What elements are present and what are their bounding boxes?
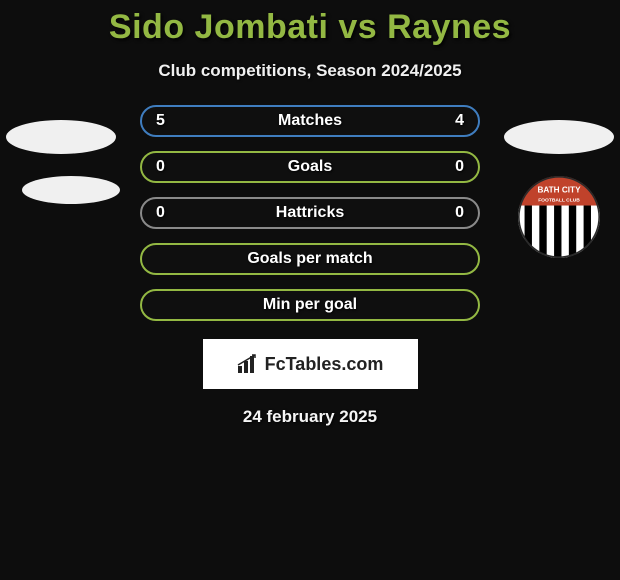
stat-label: Min per goal xyxy=(263,296,357,314)
stat-right-value: 0 xyxy=(444,158,464,176)
brand-badge[interactable]: FcTables.com xyxy=(203,339,418,389)
comparison-table: 5 Matches 4 0 Goals 0 0 Hattricks 0 Goals per mat… xyxy=(0,105,620,321)
stat-row-hattricks: 0 Hattricks 0 xyxy=(140,197,480,229)
stat-row-goals: 0 Goals 0 xyxy=(140,151,480,183)
stat-right-value: 0 xyxy=(444,204,464,222)
stat-label: Goals per match xyxy=(247,250,372,268)
subtitle: Club competitions, Season 2024/2025 xyxy=(0,61,620,81)
stat-left-value: 5 xyxy=(156,112,176,130)
stat-left-value: 0 xyxy=(156,204,176,222)
stat-row-matches: 5 Matches 4 xyxy=(140,105,480,137)
stat-label: Hattricks xyxy=(276,204,344,222)
stat-label: Goals xyxy=(288,158,332,176)
stat-right-value: 4 xyxy=(444,112,464,130)
brand-text: FcTables.com xyxy=(265,354,384,375)
page-title: Sido Jombati vs Raynes xyxy=(0,0,620,47)
stat-row-min-per-goal: Min per goal xyxy=(140,289,480,321)
stat-label: Matches xyxy=(278,112,342,130)
bar-chart-icon xyxy=(237,354,259,374)
stat-row-goals-per-match: Goals per match xyxy=(140,243,480,275)
stat-left-value: 0 xyxy=(156,158,176,176)
date-label: 24 february 2025 xyxy=(0,407,620,427)
